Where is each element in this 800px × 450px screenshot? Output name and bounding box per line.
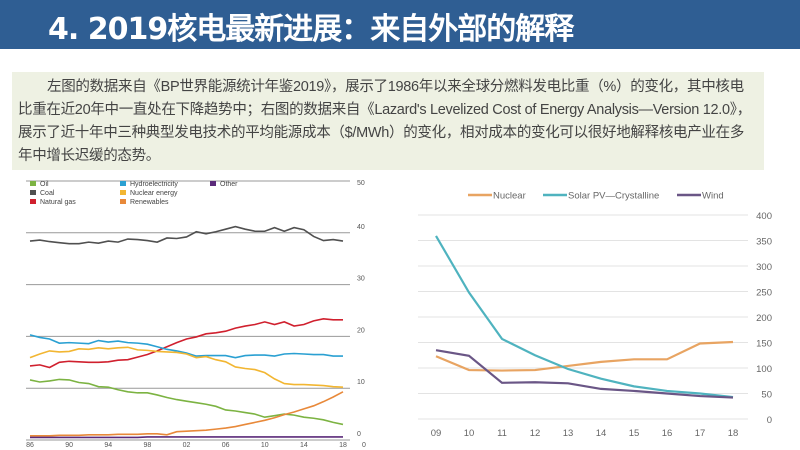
x-tick-label: 18 (728, 428, 739, 439)
y-tick-label: 200 (756, 313, 772, 324)
x-tick-label: 12 (530, 428, 541, 439)
series-line-nuclear-energy (29, 346, 344, 388)
legend-swatch (120, 190, 126, 195)
x-tick-label: 02 (183, 442, 191, 449)
y-tick-label: 350 (756, 237, 772, 248)
x-tick-label: 98 (143, 442, 151, 449)
x-tick-label: 0 (362, 442, 366, 449)
y-tick-label: 400 (756, 211, 772, 222)
x-tick-label: 18 (339, 442, 347, 449)
legend-label: Renewables (130, 199, 169, 206)
x-tick-label: 17 (695, 428, 706, 439)
series-line-natural-gas (29, 317, 343, 369)
series-line-oil (29, 378, 344, 426)
legend-label: Nuclear energy (130, 190, 178, 197)
y-tick-label: 100 (756, 364, 772, 375)
x-tick-label: 13 (563, 428, 574, 439)
legend-label: Coal (40, 190, 55, 197)
legend-swatch (30, 181, 36, 186)
legend-label: Wind (702, 191, 724, 202)
x-tick-label: 11 (497, 428, 507, 439)
series-line-solar (435, 235, 734, 399)
page-title: 4. 2019核电最新进展：来自外部的解释 (48, 12, 574, 47)
x-tick-label: 90 (65, 442, 73, 449)
x-tick-label: 15 (629, 428, 640, 439)
y-tick-label: 150 (756, 339, 772, 350)
y-tick-label: 50 (357, 180, 365, 187)
series-line-coal (29, 225, 344, 245)
y-tick-label: 250 (756, 288, 772, 299)
y-tick-label: 10 (357, 379, 365, 386)
x-tick-label: 10 (464, 428, 475, 439)
y-tick-label: 20 (357, 327, 365, 334)
legend-label: Other (220, 181, 238, 188)
y-tick-label: 300 (756, 262, 772, 273)
legend-label: Hydroelectricity (130, 181, 178, 188)
x-tick-label: 86 (26, 442, 34, 449)
x-tick-label: 09 (431, 428, 442, 439)
x-tick-label: 06 (222, 442, 230, 449)
x-tick-label: 94 (104, 442, 112, 449)
x-tick-label: 16 (662, 428, 673, 439)
legend-swatch (120, 181, 126, 186)
y-tick-label: 0 (357, 431, 361, 438)
legend-label: Solar PV—Crystalline (568, 191, 659, 202)
legend-swatch (30, 190, 36, 195)
legend-swatch (30, 199, 36, 204)
legend-swatch (210, 181, 216, 186)
x-tick-label: 14 (300, 442, 308, 449)
y-tick-label: 30 (357, 276, 365, 283)
y-tick-label: 50 (761, 390, 772, 401)
y-tick-label: 0 (767, 415, 772, 426)
title-bar: 4. 2019核电最新进展：来自外部的解释 (0, 0, 800, 49)
legend-label: Natural gas (40, 199, 76, 206)
y-tick-label: 40 (357, 224, 365, 231)
x-tick-label: 14 (596, 428, 607, 439)
legend-swatch (120, 199, 126, 204)
description-box: 左图的数据来自《BP世界能源统计年鉴2019》，展示了1986年以来全球分燃料发… (12, 72, 764, 170)
x-tick-label: 10 (261, 442, 269, 449)
legend-label: Oil (40, 181, 49, 188)
series-line-renewables (30, 391, 344, 437)
series-line-wind (435, 349, 734, 399)
legend-label: Nuclear (493, 191, 526, 202)
series-line-other (30, 436, 343, 439)
series-line-hydroelectricity (29, 334, 343, 359)
